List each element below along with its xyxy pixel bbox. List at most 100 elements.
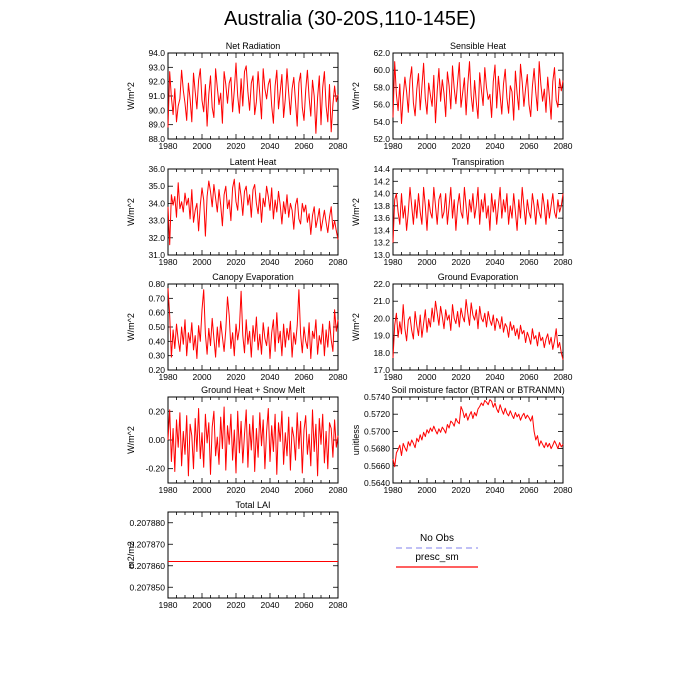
y-axis-label: W/m^2 — [351, 198, 361, 226]
panel-3: Transpiration 1980 2000 2020 2040 2060 2080 13.… — [351, 157, 573, 267]
panel-4: Canopy Evaporation 1980 2000 2020 2040 2060 20… — [126, 272, 348, 382]
legend-label-model: presc_sm — [415, 552, 458, 563]
panel-title: Soil moisture factor (BTRAN or BTRANMN) — [391, 385, 565, 395]
x-tick-label: 2020 — [227, 485, 246, 495]
y-tick-label: 0.207870 — [130, 539, 166, 549]
y-tick-label: 17.0 — [373, 365, 390, 375]
panel-title: Net Radiation — [226, 41, 281, 51]
y-tick-label: 88.0 — [148, 134, 165, 144]
x-tick-label: 2000 — [418, 485, 437, 495]
x-tick-label: 1980 — [384, 485, 403, 495]
y-tick-label: 22.0 — [373, 279, 390, 289]
y-tick-label: 19.0 — [373, 331, 390, 341]
x-tick-label: 2020 — [452, 485, 471, 495]
x-tick-label: 1980 — [159, 257, 178, 267]
y-tick-label: 0.40 — [148, 336, 165, 346]
x-tick-label: 1980 — [159, 600, 178, 610]
y-tick-label: 0.5740 — [364, 392, 390, 402]
x-tick-label: 2020 — [452, 372, 471, 382]
x-tick-label: 2060 — [295, 141, 314, 151]
x-tick-label: 2040 — [486, 485, 505, 495]
y-tick-label: 0.80 — [148, 279, 165, 289]
x-tick-label: 2060 — [520, 141, 539, 151]
plot-frame — [392, 52, 564, 140]
x-tick-label: 2020 — [452, 141, 471, 151]
y-tick-label: 0.5720 — [364, 409, 390, 419]
y-tick-label: 90.0 — [148, 105, 165, 115]
x-tick-label: 2040 — [261, 600, 280, 610]
plot-frame — [167, 52, 339, 140]
panel-title: Transpiration — [452, 157, 504, 167]
y-tick-label: 32.0 — [148, 233, 165, 243]
y-tick-label: 0.207860 — [130, 561, 166, 571]
y-tick-label: 0.5700 — [364, 426, 390, 436]
x-tick-label: 1980 — [159, 485, 178, 495]
panel-6: Ground Heat + Snow Melt 1980 2000 2020 2040 2… — [126, 385, 348, 495]
x-tick-label: 1980 — [159, 372, 178, 382]
x-tick-label: 2040 — [261, 485, 280, 495]
panel-title: Total LAI — [235, 500, 270, 510]
y-tick-label: 52.0 — [373, 134, 390, 144]
y-tick-label: 58.0 — [373, 82, 390, 92]
y-axis-label: W/m^2 — [351, 82, 361, 110]
y-tick-label: -0.20 — [146, 464, 166, 474]
x-tick-label: 2000 — [418, 257, 437, 267]
panel-8: Total LAI 1980 2000 2020 2040 2060 2080 0.20785… — [126, 500, 348, 610]
x-tick-label: 2080 — [329, 600, 348, 610]
x-tick-label: 2080 — [329, 257, 348, 267]
x-tick-label: 2060 — [520, 485, 539, 495]
panel-title: Ground Evaporation — [438, 272, 519, 282]
panel-5: Ground Evaporation 1980 2000 2020 2040 2060 20… — [351, 272, 573, 382]
y-tick-label: 18.0 — [373, 348, 390, 358]
x-tick-label: 2080 — [554, 257, 573, 267]
legend-label-obs: No Obs — [420, 533, 454, 544]
x-tick-label: 2000 — [193, 141, 212, 151]
legend: No Obs presc_sm — [396, 533, 478, 568]
y-tick-label: 13.2 — [373, 238, 390, 248]
x-tick-label: 1980 — [384, 372, 403, 382]
y-tick-label: 0.20 — [148, 365, 165, 375]
y-tick-label: 21.0 — [373, 296, 390, 306]
y-tick-label: 92.0 — [148, 77, 165, 87]
y-tick-label: 36.0 — [148, 164, 165, 174]
x-tick-label: 1980 — [384, 257, 403, 267]
x-tick-label: 2060 — [520, 372, 539, 382]
y-axis-label: W/m^2 — [126, 313, 136, 341]
x-tick-label: 1980 — [384, 141, 403, 151]
y-tick-label: 89.0 — [148, 120, 165, 130]
x-tick-label: 2080 — [554, 372, 573, 382]
y-tick-label: 14.2 — [373, 176, 390, 186]
y-tick-label: 0.50 — [148, 322, 165, 332]
y-tick-label: 0.00 — [148, 435, 165, 445]
y-tick-label: 13.6 — [373, 213, 390, 223]
panel-title: Latent Heat — [230, 157, 277, 167]
y-tick-label: 0.207880 — [130, 518, 166, 528]
y-tick-label: 94.0 — [148, 48, 165, 58]
y-tick-label: 0.30 — [148, 351, 165, 361]
y-tick-label: 62.0 — [373, 48, 390, 58]
y-axis-label: W/m^2 — [126, 82, 136, 110]
x-tick-label: 2040 — [261, 141, 280, 151]
y-axis-label: m2/m2 — [126, 541, 136, 569]
y-tick-label: 0.60 — [148, 308, 165, 318]
series-line — [392, 186, 564, 243]
x-tick-label: 2040 — [486, 372, 505, 382]
y-tick-label: 13.4 — [373, 225, 390, 235]
y-tick-label: 0.70 — [148, 293, 165, 303]
x-tick-label: 2040 — [486, 257, 505, 267]
y-tick-label: 56.0 — [373, 100, 390, 110]
x-tick-label: 1980 — [159, 141, 178, 151]
series-line — [167, 178, 339, 246]
panel-1: Sensible Heat 1980 2000 2020 2040 2060 2080 52.… — [351, 41, 573, 151]
panel-title: Ground Heat + Snow Melt — [201, 385, 305, 395]
y-tick-label: 34.0 — [148, 198, 165, 208]
x-tick-label: 2080 — [329, 372, 348, 382]
y-tick-label: 60.0 — [373, 65, 390, 75]
x-tick-label: 2040 — [261, 257, 280, 267]
y-tick-label: 54.0 — [373, 117, 390, 127]
y-tick-label: 0.5680 — [364, 444, 390, 454]
x-tick-label: 2060 — [295, 600, 314, 610]
x-tick-label: 2040 — [261, 372, 280, 382]
x-tick-label: 2060 — [295, 257, 314, 267]
